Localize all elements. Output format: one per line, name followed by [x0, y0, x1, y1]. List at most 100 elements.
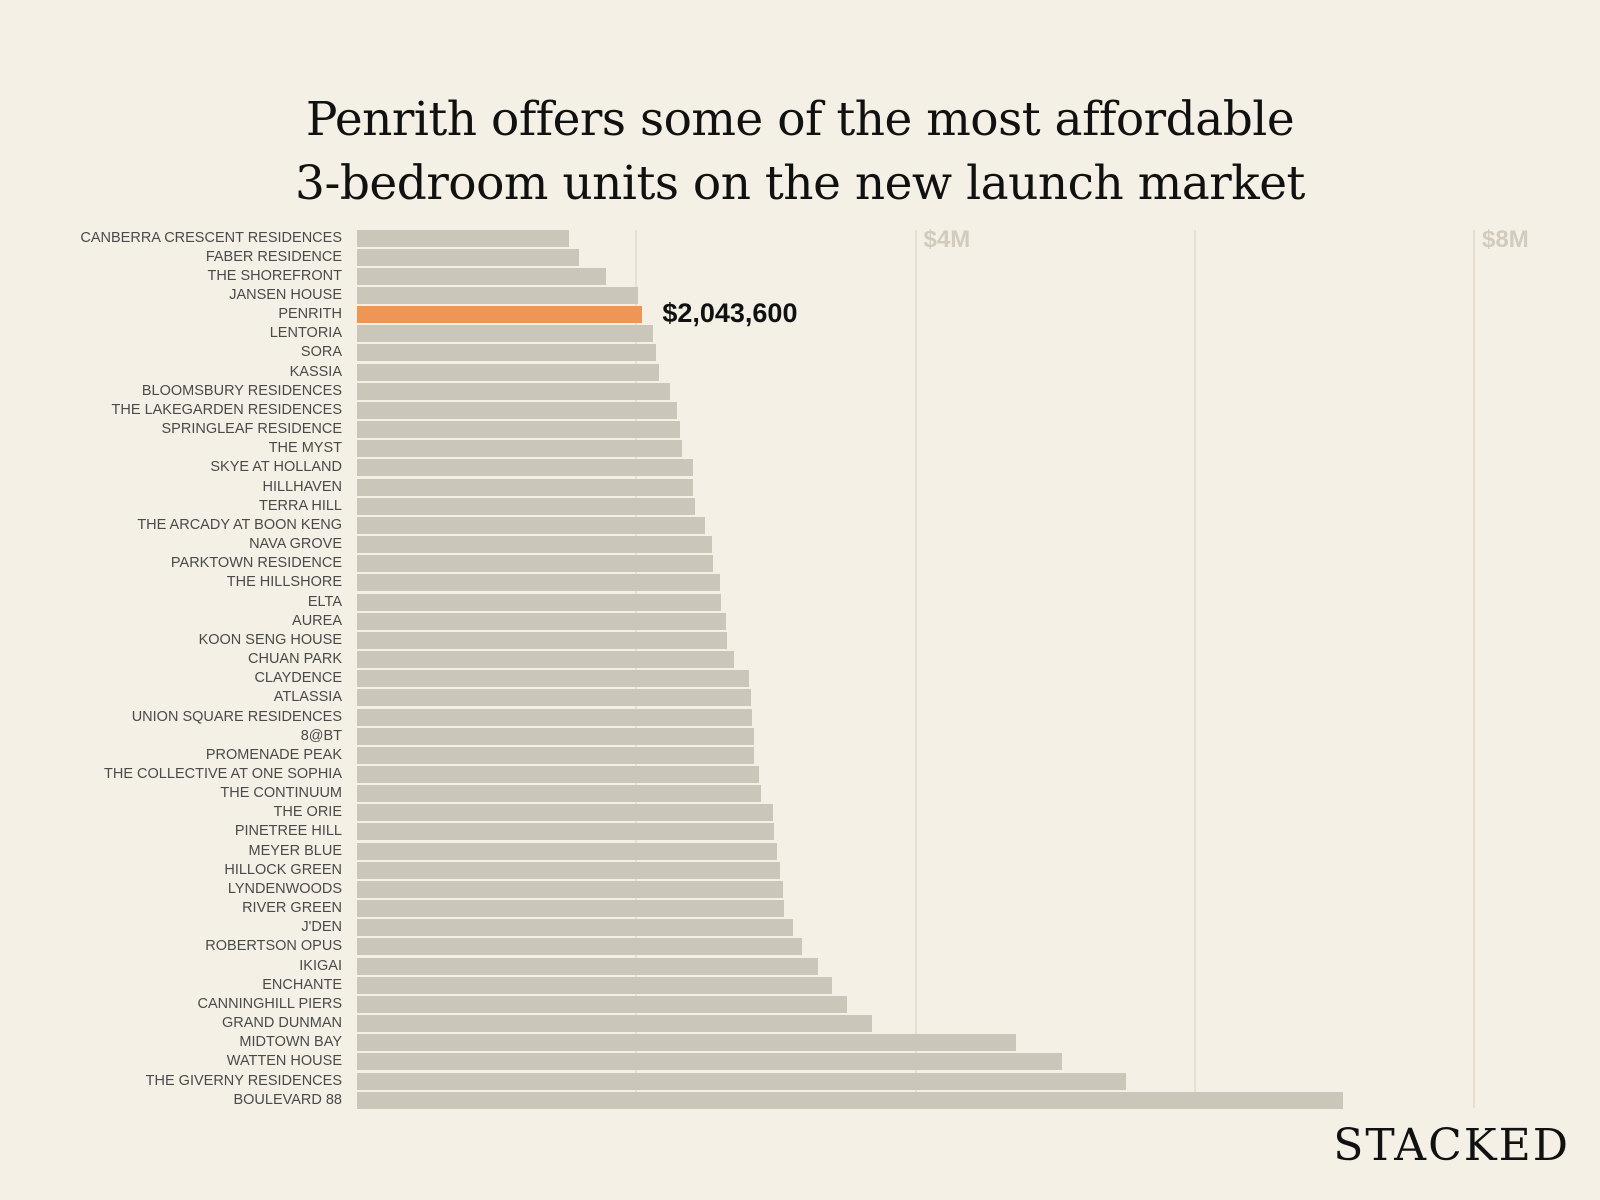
category-label: HILLHAVEN [262, 478, 342, 495]
bar [357, 478, 694, 496]
category-label: FABER RESIDENCE [205, 248, 342, 265]
bar [357, 861, 781, 879]
bar [357, 1034, 1017, 1052]
category-label: CHUAN PARK [248, 651, 342, 668]
value-label: $2,043,600 [662, 298, 798, 329]
category-label: SORA [300, 344, 342, 361]
category-label: UNION SQUARE RESIDENCES [131, 708, 342, 725]
bar [357, 401, 677, 419]
category-label: CANNINGHILL PIERS [197, 995, 343, 1012]
bar [357, 957, 818, 975]
category-label: BLOOMSBURY RESIDENCES [141, 382, 342, 399]
x-tick-label: $8M [1482, 226, 1529, 253]
bar [357, 421, 680, 439]
category-label: PROMENADE PEAK [205, 746, 342, 763]
bar [357, 976, 832, 994]
category-label: THE ORIE [273, 804, 342, 821]
bar [357, 267, 606, 285]
bar [357, 765, 760, 783]
category-label: KASSIA [289, 363, 342, 380]
category-label: PINETREE HILL [234, 823, 342, 840]
chart-title-line-2: 3-bedroom units on the new launch market [295, 156, 1305, 211]
category-label: THE COLLECTIVE AT ONE SOPHIA [104, 765, 342, 782]
bar [357, 363, 659, 381]
category-label: JANSEN HOUSE [229, 286, 342, 303]
category-label: RIVER GREEN [242, 900, 342, 917]
bar [357, 823, 775, 841]
bar [357, 919, 793, 937]
category-label: LENTORIA [269, 325, 342, 342]
x-tick-label: $4M [923, 226, 971, 253]
bar [357, 842, 778, 860]
bar [357, 631, 727, 649]
bar [357, 938, 803, 956]
gridline [635, 230, 638, 1108]
bar [357, 440, 683, 458]
category-label: NAVA GROVE [249, 536, 342, 553]
bar [357, 516, 705, 534]
bar [357, 1015, 873, 1033]
bar [357, 382, 670, 400]
bar [357, 785, 761, 803]
category-label: PARKTOWN RESIDENCE [170, 555, 342, 572]
bar [357, 1072, 1127, 1090]
bar [357, 459, 694, 477]
category-label: MIDTOWN BAY [239, 1034, 342, 1051]
bar [357, 229, 570, 247]
bar [357, 670, 750, 688]
category-label: LYNDENWOODS [227, 880, 342, 897]
stacked-logo: STACKED [1333, 1120, 1570, 1171]
category-label: 8@BT [300, 727, 342, 744]
bar [357, 727, 754, 745]
bar [357, 804, 774, 822]
category-label: THE SHOREFRONT [207, 267, 342, 284]
bar [357, 1091, 1343, 1109]
gridline [914, 230, 917, 1108]
category-label: IKIGAI [299, 957, 342, 974]
category-label: TERRA HILL [259, 497, 342, 514]
category-label: J'DEN [301, 919, 342, 936]
category-label: ENCHANTE [262, 976, 342, 993]
category-label: THE LAKEGARDEN RESIDENCES [111, 401, 342, 418]
category-label: CLAYDENCE [254, 670, 342, 687]
bar [357, 286, 638, 304]
category-label: HILLOCK GREEN [224, 861, 342, 878]
bar [357, 612, 726, 630]
bar [357, 536, 712, 554]
bar [357, 593, 722, 611]
bar [357, 1053, 1063, 1071]
category-label: WATTEN HOUSE [226, 1053, 342, 1070]
bar [357, 248, 579, 266]
chart-title-line-1: Penrith offers some of the most affordab… [305, 92, 1295, 147]
category-label: THE ARCADY AT BOON KENG [137, 516, 342, 533]
category-label: THE CONTINUUM [220, 785, 342, 802]
category-label: THE MYST [268, 440, 342, 457]
category-label: ROBERTSON OPUS [205, 938, 342, 955]
category-label: GRAND DUNMAN [221, 1015, 342, 1032]
bar [357, 555, 714, 573]
bar [357, 344, 656, 362]
bar [357, 651, 734, 669]
bar [357, 995, 848, 1013]
bar-highlighted [357, 306, 643, 324]
bar [357, 900, 785, 918]
category-label: BOULEVARD 88 [233, 1091, 342, 1108]
bar [357, 497, 695, 515]
category-label: THE GIVERNY RESIDENCES [145, 1072, 342, 1089]
category-label: ATLASSIA [273, 689, 342, 706]
category-label: AUREA [292, 612, 342, 629]
bar [357, 325, 653, 343]
category-label: SPRINGLEAF RESIDENCE [161, 421, 343, 438]
category-label: SKYE AT HOLLAND [210, 459, 342, 476]
category-label: PENRITH [278, 306, 342, 323]
category-label: KOON SENG HOUSE [198, 631, 342, 648]
bar [357, 880, 783, 898]
gridline [1473, 230, 1475, 1108]
bar [357, 708, 753, 726]
category-label: MEYER BLUE [248, 842, 342, 859]
bar [357, 689, 751, 707]
bar [357, 574, 721, 592]
gridline [1193, 230, 1196, 1108]
category-label: THE HILLSHORE [226, 574, 342, 591]
